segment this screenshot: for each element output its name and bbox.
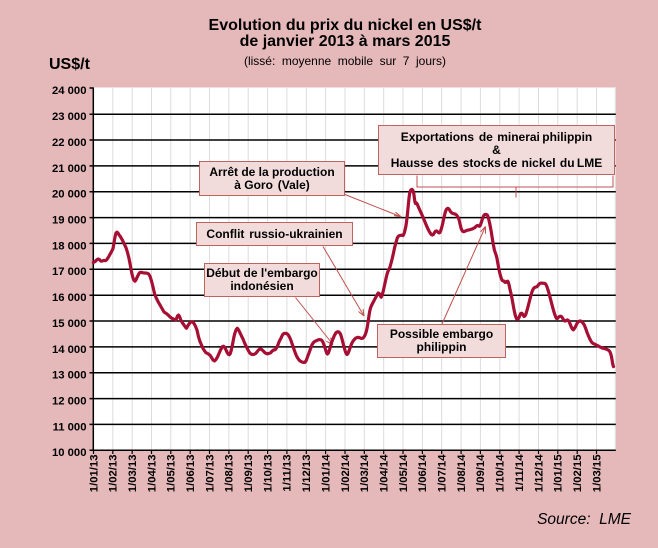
svg-text:1/01/13: 1/01/13 (88, 455, 100, 493)
svg-text:10 000: 10 000 (52, 447, 87, 459)
svg-text:1/03/15: 1/03/15 (591, 455, 603, 493)
svg-text:1/01/15: 1/01/15 (553, 455, 565, 493)
svg-text:1/02/13: 1/02/13 (108, 455, 120, 493)
svg-text:11 000: 11 000 (53, 421, 87, 433)
svg-text:22 000: 22 000 (52, 137, 87, 149)
svg-text:1/08/13: 1/08/13 (224, 455, 236, 493)
svg-text:1/10/14: 1/10/14 (495, 454, 507, 492)
svg-text:1/11/13: 1/11/13 (282, 455, 294, 492)
svg-text:24 000: 24 000 (52, 85, 87, 97)
svg-text:16 000: 16 000 (52, 292, 87, 304)
svg-text:1/04/14: 1/04/14 (379, 454, 391, 492)
svg-text:1/03/14: 1/03/14 (359, 454, 371, 492)
svg-text:1/01/14: 1/01/14 (320, 454, 332, 492)
svg-text:23 000: 23 000 (52, 111, 87, 123)
svg-text:20 000: 20 000 (52, 189, 87, 201)
svg-text:1/06/14: 1/06/14 (417, 454, 429, 492)
svg-text:1/03/13: 1/03/13 (127, 455, 139, 493)
svg-text:1/06/13: 1/06/13 (185, 455, 197, 493)
svg-text:12 000: 12 000 (52, 396, 87, 408)
svg-text:1/07/13: 1/07/13 (204, 455, 216, 493)
svg-text:1/04/13: 1/04/13 (146, 455, 158, 493)
svg-text:14 000: 14 000 (52, 344, 87, 356)
svg-text:17 000: 17 000 (52, 266, 87, 278)
svg-text:1/12/14: 1/12/14 (533, 454, 545, 492)
svg-text:1/12/13: 1/12/13 (301, 455, 313, 493)
svg-text:1/08/14: 1/08/14 (456, 454, 468, 492)
svg-text:1/09/13: 1/09/13 (243, 455, 255, 493)
svg-text:1/05/14: 1/05/14 (398, 454, 410, 492)
svg-text:1/05/13: 1/05/13 (166, 455, 178, 493)
svg-text:19 000: 19 000 (52, 215, 87, 227)
svg-text:13 000: 13 000 (52, 370, 87, 382)
svg-text:21 000: 21 000 (52, 163, 87, 175)
svg-text:1/02/14: 1/02/14 (340, 454, 352, 492)
svg-text:1/02/15: 1/02/15 (572, 455, 584, 493)
svg-text:1/10/13: 1/10/13 (262, 455, 274, 493)
svg-text:1/09/14: 1/09/14 (475, 454, 487, 492)
svg-text:15 000: 15 000 (52, 318, 87, 330)
svg-text:1/07/14: 1/07/14 (437, 454, 449, 492)
svg-text:18 000: 18 000 (52, 240, 87, 252)
svg-text:1/11/14: 1/11/14 (514, 454, 526, 492)
